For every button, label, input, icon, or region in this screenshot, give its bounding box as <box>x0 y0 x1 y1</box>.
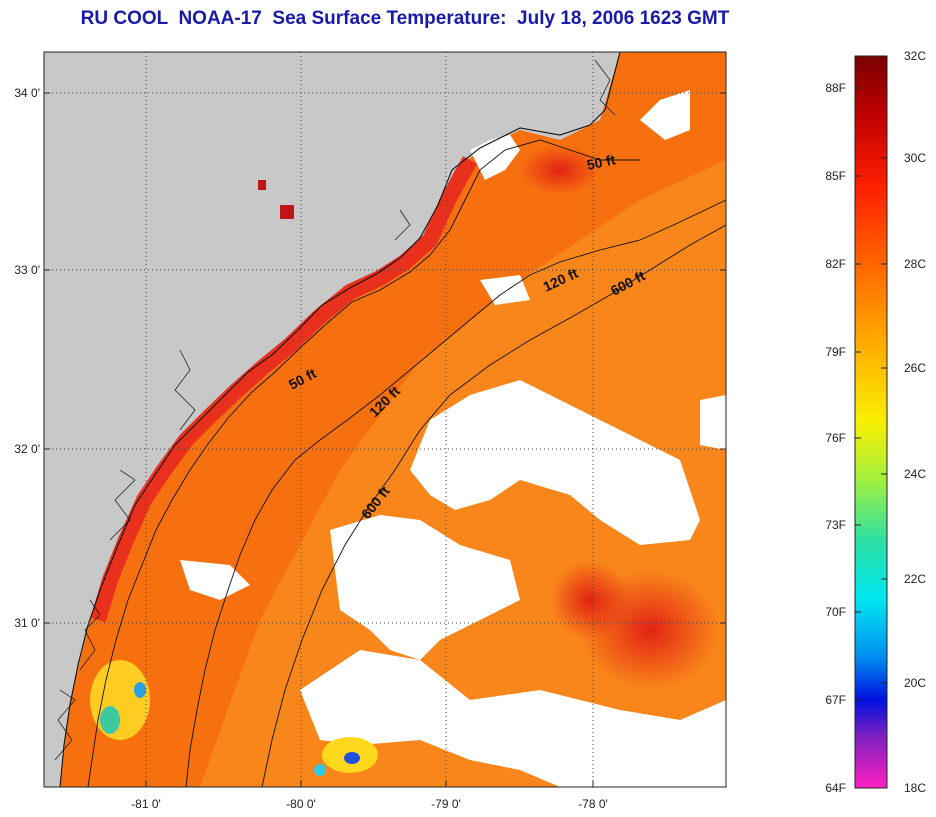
lon-tick-label: -79 0' <box>431 797 461 811</box>
lat-tick-label: 31 0' <box>14 616 40 630</box>
lat-tick-label: 32 0' <box>14 442 40 456</box>
cool-water-patch <box>90 660 378 776</box>
hot-patch <box>550 560 630 640</box>
hot-spot <box>258 180 266 190</box>
contour-120ft <box>185 199 726 787</box>
coastline <box>59 52 621 787</box>
lon-tick-label: -78 0' <box>578 797 608 811</box>
colorbar-c-label: 26C <box>904 361 926 375</box>
colorbar-f-label: 79F <box>825 345 846 359</box>
colorbar-f-label: 85F <box>825 169 846 183</box>
contour-50ft <box>87 139 640 787</box>
gridlines <box>44 52 726 787</box>
lat-tick-label: 34 0' <box>14 86 40 100</box>
colorbar-f-label: 64F <box>825 781 846 795</box>
colorbar-c-label: 22C <box>904 572 926 586</box>
colorbar-f-label: 76F <box>825 431 846 445</box>
lon-tick-label: -80 0' <box>286 797 316 811</box>
lon-tick-label: -81 0' <box>131 797 161 811</box>
contour-label: 50 ft <box>585 151 617 173</box>
colorbar-f-label: 70F <box>825 605 846 619</box>
coastal-hot-band <box>90 156 478 623</box>
colorbar-c-label: 20C <box>904 676 926 690</box>
colorbar-f-label: 67F <box>825 693 846 707</box>
colorbar-c-label: 32C <box>904 49 926 63</box>
land-area <box>44 52 620 787</box>
colorbar-gradient <box>854 55 888 789</box>
colorbar-c-label: 18C <box>904 781 926 795</box>
map-title: RU COOL NOAA-17 Sea Surface Temperature:… <box>80 8 730 29</box>
estuary-lines <box>54 59 616 761</box>
contour-600ft <box>261 224 726 787</box>
lat-tick-label: 33 0' <box>14 263 40 277</box>
colorbar-f-label: 88F <box>825 81 846 95</box>
colorbar-c-label: 28C <box>904 257 926 271</box>
colorbar-f-label: 82F <box>825 257 846 271</box>
hot-spot <box>280 205 294 219</box>
colorbar-c-label: 30C <box>904 151 926 165</box>
colorbar-c-label: 24C <box>904 467 926 481</box>
tick-marks <box>44 92 726 787</box>
colorbar-f-label: 73F <box>825 518 846 532</box>
cloud-mask <box>180 90 726 787</box>
plot-frame <box>43 51 727 788</box>
hot-patch <box>520 145 600 195</box>
